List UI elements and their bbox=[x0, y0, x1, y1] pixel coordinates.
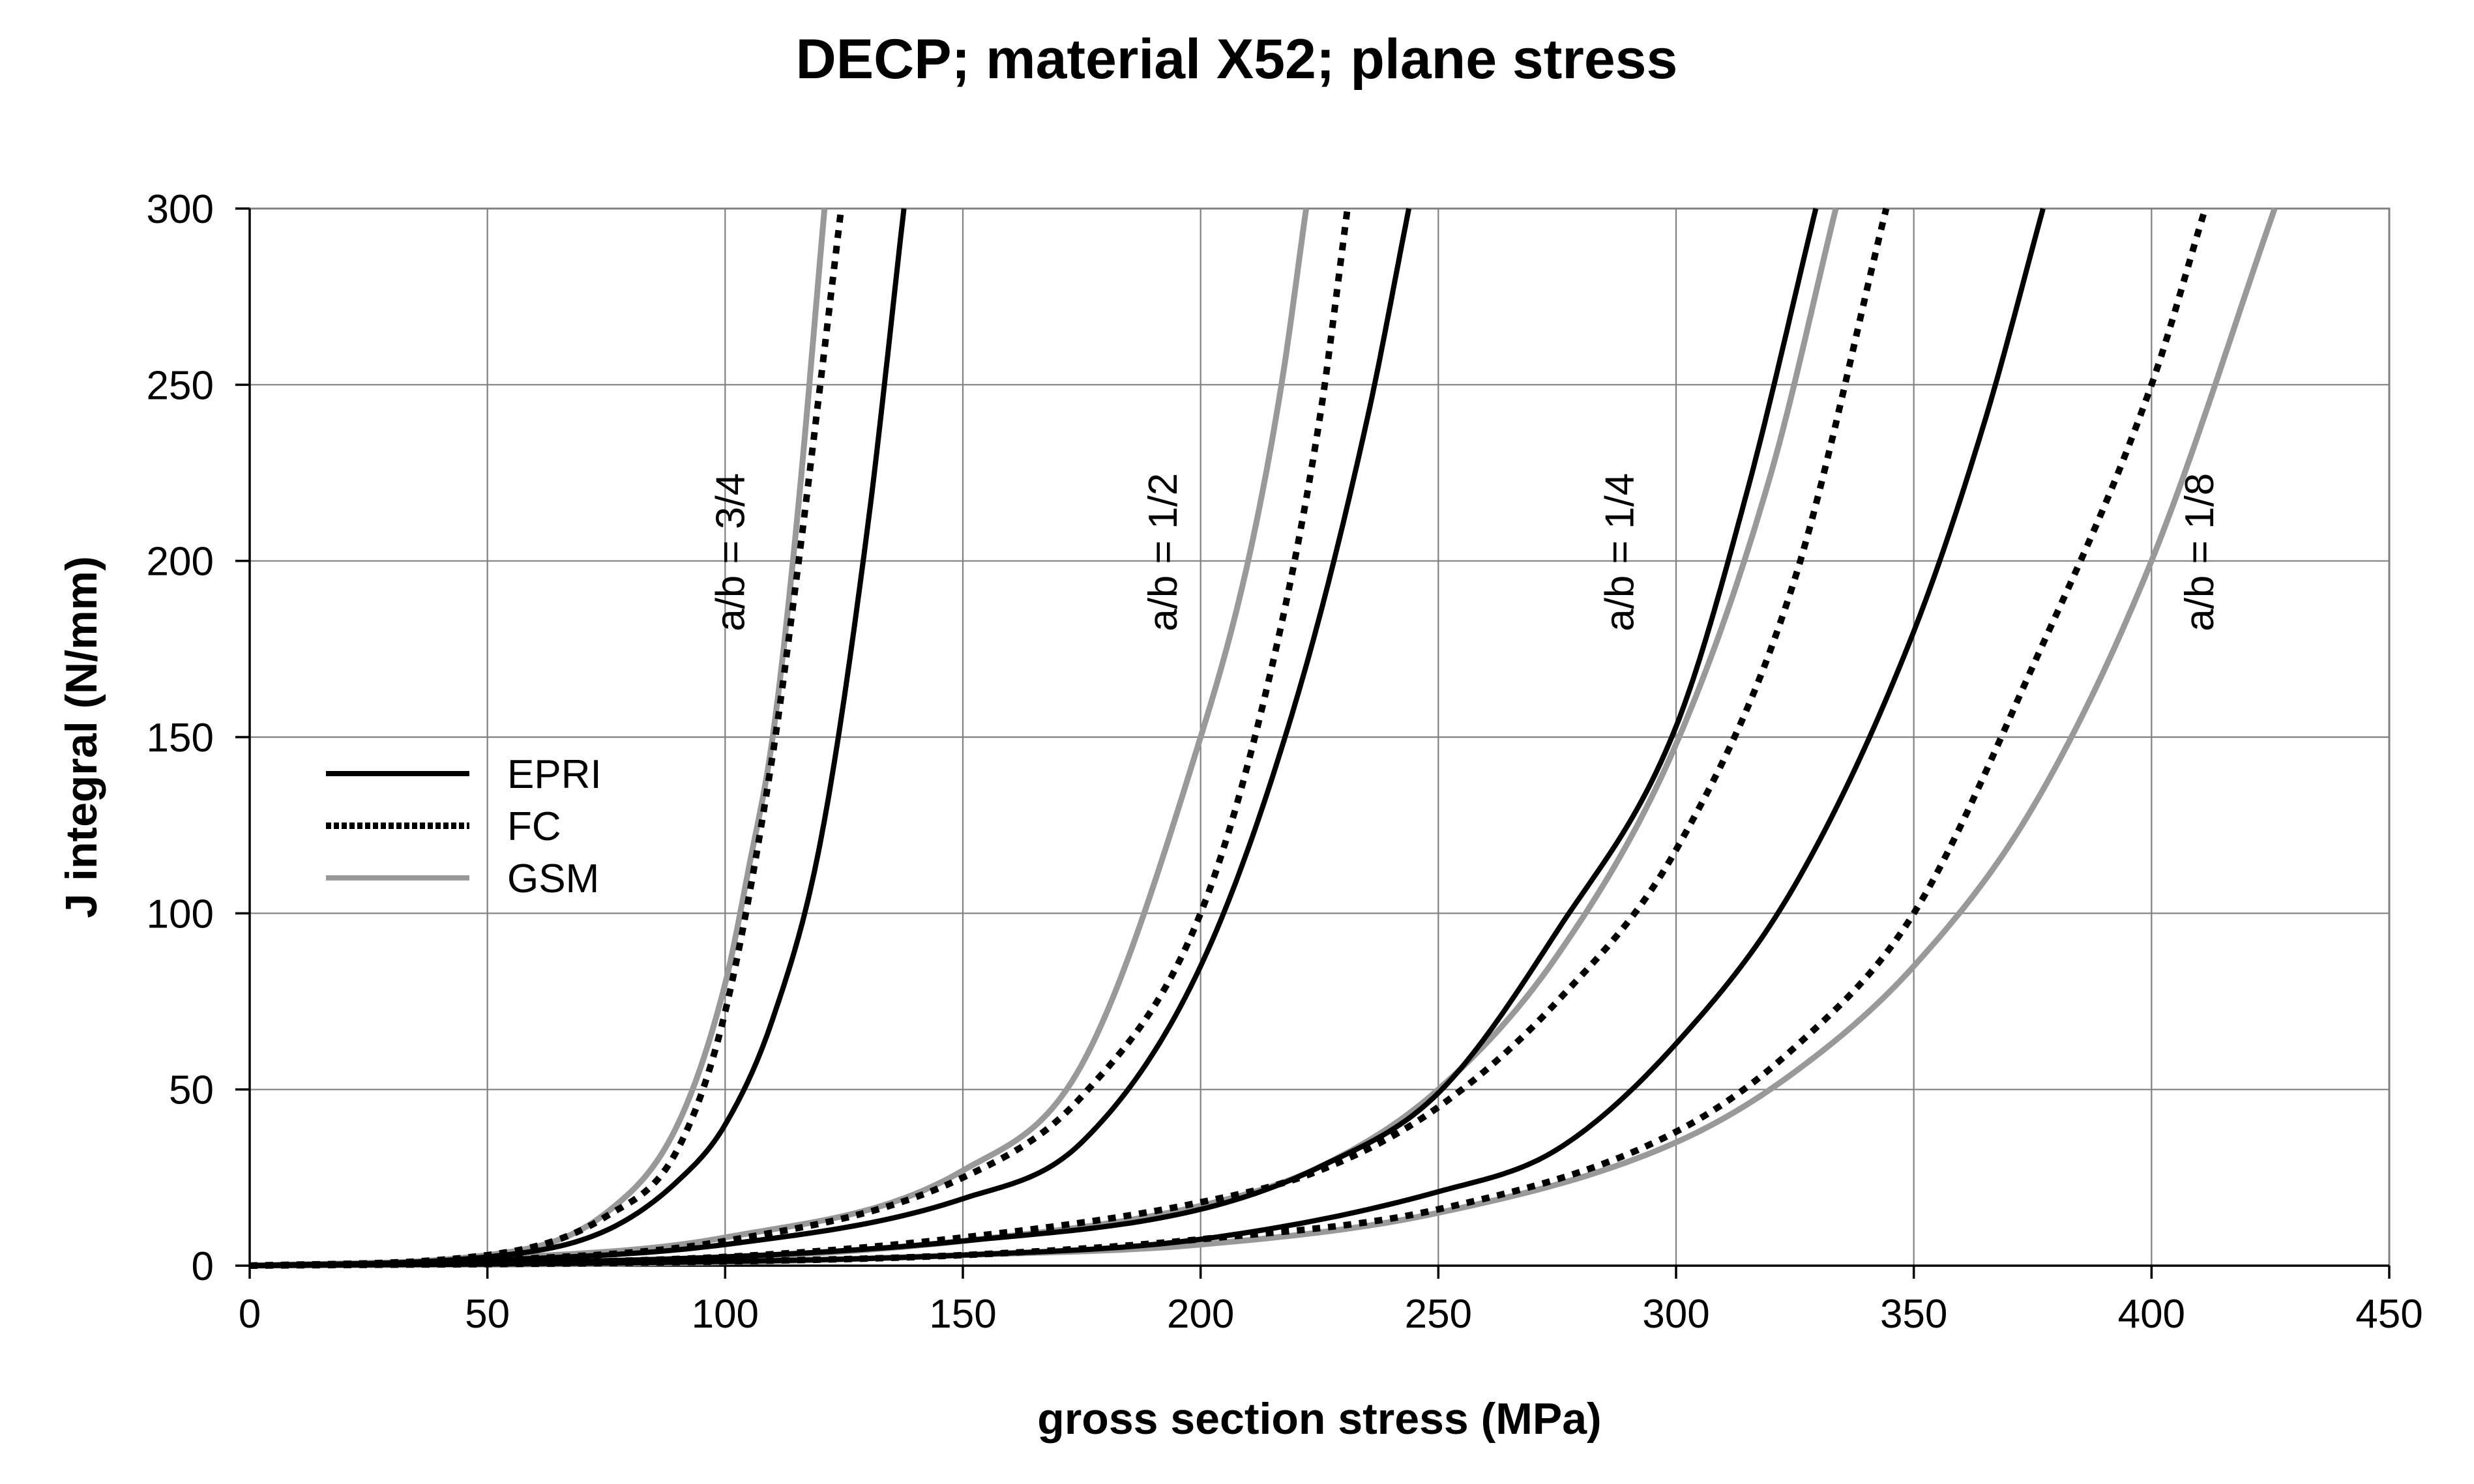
x-axis-label: gross section stress (MPa) bbox=[1037, 1394, 1601, 1444]
series-line-fc-a-b-3-4 bbox=[249, 208, 845, 1269]
chart-title: DECP; material X52; plane stress bbox=[796, 28, 1678, 91]
series-line-fc-a-b-1-8 bbox=[249, 207, 2209, 1269]
x-tick-label: 100 bbox=[692, 1292, 759, 1337]
x-tick-label: 250 bbox=[1405, 1292, 1472, 1337]
legend: EPRI FC GSM bbox=[326, 752, 602, 901]
legend-label-gsm: GSM bbox=[507, 856, 599, 901]
x-tick-label: 150 bbox=[929, 1292, 996, 1337]
x-tick-label: 50 bbox=[465, 1292, 510, 1337]
series-line-epri-a-b-3-4 bbox=[249, 208, 907, 1268]
y-tick-label: 50 bbox=[169, 1068, 214, 1113]
legend-label-fc: FC bbox=[507, 804, 561, 849]
x-tick-label: 350 bbox=[1880, 1292, 1947, 1337]
x-tick-label: 400 bbox=[2118, 1292, 2185, 1337]
annotation-label: a/b = 1/2 bbox=[1141, 473, 1186, 632]
annotation-label: a/b = 1/4 bbox=[1597, 473, 1642, 632]
y-axis-label: J integral (N/mm) bbox=[57, 556, 106, 918]
x-tick-label: 450 bbox=[2355, 1292, 2422, 1337]
legend-label-epri: EPRI bbox=[507, 752, 602, 797]
y-tick-label: 0 bbox=[192, 1244, 214, 1289]
annotations: a/b = 3/4 a/b = 1/2 a/b = 1/4 a/b = 1/8 bbox=[709, 473, 2223, 632]
series-line-epri-a-b-1-2 bbox=[249, 208, 1412, 1268]
ticks: 0 50 100 150 200 250 300 350 400 450 0 50 100 150 200 2… bbox=[147, 187, 2423, 1337]
y-tick-label: 200 bbox=[147, 540, 214, 585]
y-tick-label: 300 bbox=[147, 187, 214, 232]
series-line-epri-a-b-1-4 bbox=[249, 208, 1819, 1268]
x-tick-label: 300 bbox=[1642, 1292, 1709, 1337]
annotation-label: a/b = 3/4 bbox=[709, 473, 754, 632]
annotation-label: a/b = 1/8 bbox=[2177, 473, 2222, 632]
series-line-epri-a-b-1-8 bbox=[249, 207, 2046, 1268]
y-tick-label: 100 bbox=[147, 892, 214, 937]
series-group bbox=[249, 207, 2278, 1269]
x-tick-label: 200 bbox=[1167, 1292, 1234, 1337]
x-tick-label: 0 bbox=[239, 1292, 261, 1337]
series-line-gsm-a-b-3-4 bbox=[249, 208, 828, 1269]
y-tick-label: 150 bbox=[147, 716, 214, 761]
y-tick-label: 250 bbox=[147, 363, 214, 408]
